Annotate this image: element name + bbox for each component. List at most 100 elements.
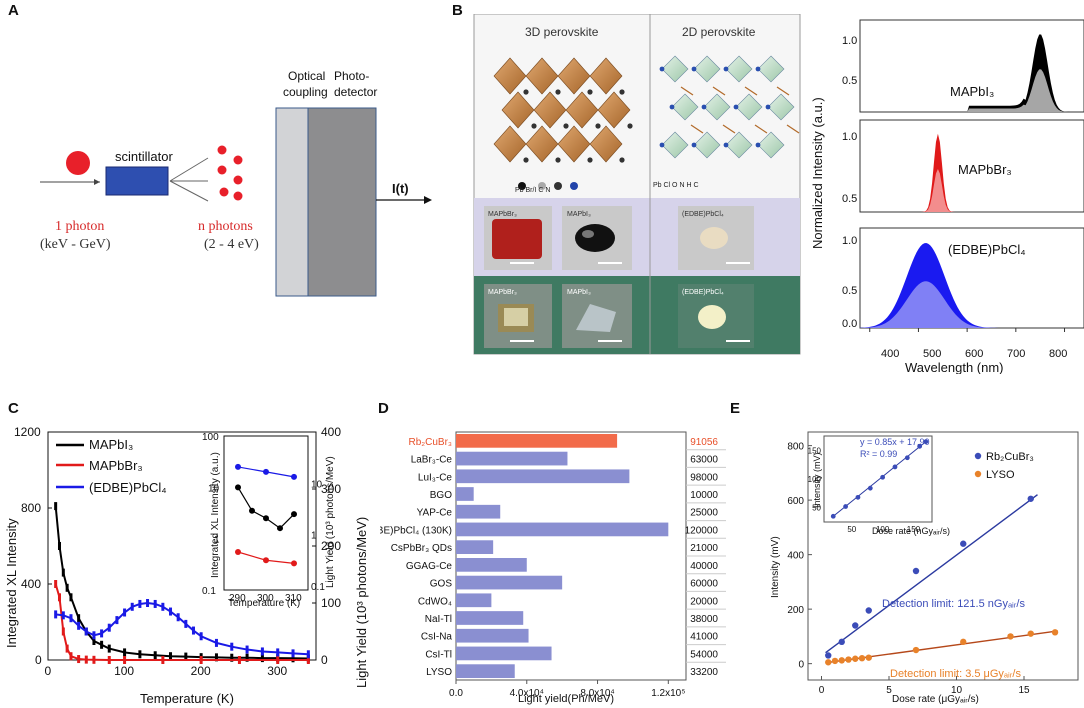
atom-3d	[523, 157, 529, 163]
c-point-2	[176, 613, 180, 622]
c-point-2	[107, 623, 111, 632]
c-point-2	[69, 614, 73, 623]
octahedron-2d	[671, 93, 699, 121]
d-bar	[456, 558, 527, 572]
c-point-2	[199, 632, 203, 641]
octahedron-3d	[493, 57, 527, 95]
d-xtick-label: 0.0	[449, 688, 463, 699]
c-inset-point-0	[291, 473, 297, 480]
panel-label-e: E	[730, 400, 741, 417]
e-point-0	[960, 540, 967, 547]
atom-2d	[755, 66, 761, 72]
c-point-2	[161, 602, 165, 611]
d-value-label: 60000	[690, 579, 718, 590]
e-inset-point	[880, 474, 886, 480]
c-legend-1: MAPbI₃	[89, 437, 133, 452]
e-inset-point	[917, 443, 923, 449]
organic-chain	[776, 86, 790, 96]
photon-in-label: 1 photon	[55, 219, 104, 234]
octahedron-3d	[493, 125, 527, 163]
spectra-xtick-700: 700	[1007, 348, 1025, 360]
spectrum-area-light-0	[860, 69, 1084, 112]
octahedron-3d	[525, 125, 559, 163]
d-value-label: 10000	[690, 490, 718, 501]
octahedron-2d	[767, 93, 795, 121]
photo-tile-mapbbr3-2	[484, 284, 552, 348]
panel-c-chart: 0 100 200 300 0 400 800 1200 0 100 200 300 400 290 300…	[4, 425, 369, 706]
c-point-2	[184, 619, 188, 628]
spectrum-area-light-2	[860, 281, 1084, 328]
c-point-0	[57, 542, 61, 550]
c-point-2	[61, 611, 65, 620]
octahedron-2d	[725, 55, 753, 83]
organic-chain	[690, 124, 704, 134]
c-point-0	[61, 568, 65, 577]
d-category-label: (EDBE)PbCl₄ (130K)	[380, 525, 452, 536]
octahedron-2d	[693, 55, 721, 83]
e-point-1	[865, 654, 872, 661]
e-inset-point	[843, 504, 848, 509]
e-inset-xlabel: Dose rate (nGyₐᵢᵣ/s)	[872, 526, 950, 536]
spectra-ytick-05-a: 0.5	[842, 285, 857, 297]
spectra-xlabel: Wavelength (nm)	[905, 360, 1004, 374]
panel-label-b: B	[452, 2, 463, 19]
c-point-2	[92, 631, 96, 640]
c-ytick-label: 800	[21, 501, 41, 515]
c-inset-xtick: 300	[257, 593, 274, 604]
e-inset-r2: R² = 0.99	[860, 449, 897, 459]
d-xtick-label: 4.0x10⁴	[510, 688, 544, 699]
c-point-2	[146, 599, 150, 607]
d-value-label: 21000	[690, 543, 718, 554]
d-category-label: LaBr₃-Ce	[411, 455, 453, 466]
c-inset-ytick: 100	[202, 432, 219, 443]
legend-3d-atoms: Pb Br/I C N	[515, 187, 550, 194]
panel-a-schematic: scintillator Optical coupling Photo- det…	[40, 69, 432, 297]
e-legend-2: LYSO	[986, 469, 1015, 481]
c-inset-ylabel2: Light Yield (10³ photons/MeV)	[325, 456, 336, 588]
e-xtick-label: 15	[1018, 685, 1030, 696]
c-inset-point-1	[249, 507, 255, 514]
emission-arrows	[169, 157, 209, 202]
photo-tile-edbe-1	[678, 206, 754, 270]
c-point-2	[84, 627, 88, 636]
d-bar	[456, 522, 669, 537]
atom-2d	[669, 104, 675, 110]
d-category-label: NaI-Tl	[425, 614, 452, 625]
c-point-2	[100, 629, 104, 638]
c-point-1	[306, 656, 310, 664]
photo-label-6: (EDBE)PbCl₄	[682, 289, 724, 296]
c-inset-ytick: 0.1	[202, 586, 216, 597]
photon-in-energy: (keV - GeV)	[40, 237, 111, 252]
d-category-label: BGO	[430, 490, 452, 501]
e-legend-marker-2	[974, 470, 982, 478]
c-point-0	[184, 652, 188, 661]
c-y2tick-label: 0	[321, 653, 328, 667]
c-point-2	[169, 607, 173, 616]
e-inset-point	[830, 513, 836, 519]
photo-tile-edbe-2	[678, 284, 754, 348]
d-bar	[456, 646, 552, 661]
organic-chain	[786, 124, 800, 134]
atom-2d	[755, 142, 761, 148]
c-point-2	[245, 645, 249, 654]
c-point-2	[54, 610, 58, 619]
photons-out-label: n photons	[198, 219, 253, 234]
photo-label-1: MAPbBr₃	[488, 211, 517, 218]
atom-2d	[723, 66, 729, 72]
c-ylabel2: Light Yield (10³ photons/MeV)	[354, 517, 369, 688]
c-point-1	[92, 655, 96, 664]
d-bar	[456, 611, 524, 625]
d-category-label: CdWO₄	[418, 596, 452, 607]
panel-label-c: C	[8, 400, 19, 417]
c-point-1	[107, 656, 111, 664]
legend-atom-3d	[538, 182, 546, 190]
d-bar	[456, 451, 568, 466]
octahedron-2d	[693, 131, 721, 159]
spectra-name-edbe: (EDBE)PbCl₄	[948, 242, 1026, 257]
d-value-label: 91056	[690, 437, 718, 448]
octahedron-2d	[661, 55, 689, 83]
e-ytick-label: 200	[787, 605, 804, 616]
c-point-0	[169, 652, 173, 661]
scintillator-block	[105, 166, 169, 196]
octahedron-2d	[757, 55, 785, 83]
